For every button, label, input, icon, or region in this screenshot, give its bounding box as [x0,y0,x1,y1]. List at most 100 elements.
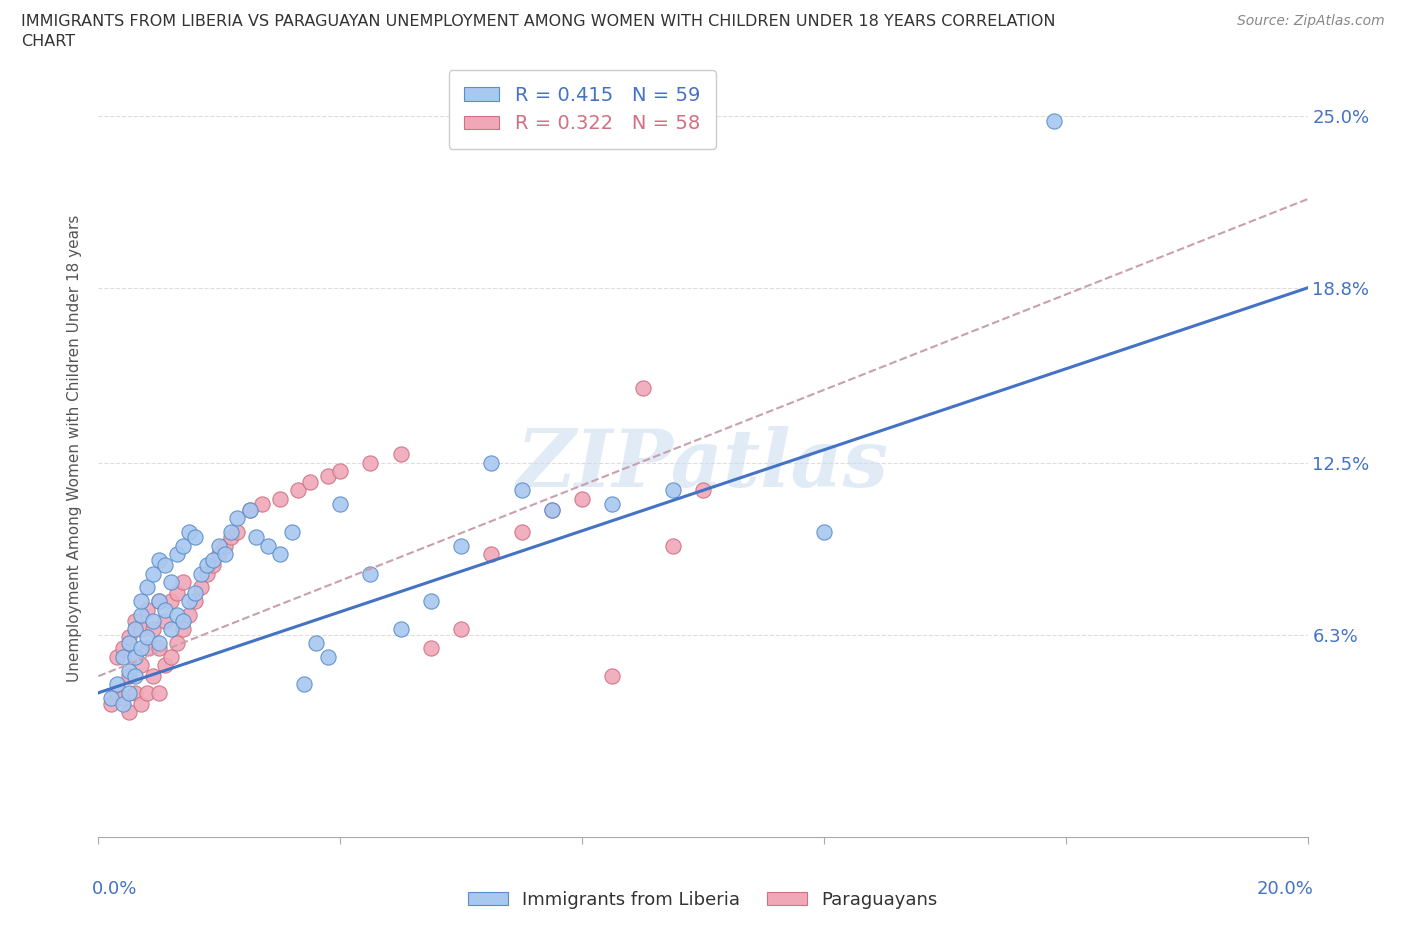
Point [153,602,176,617]
Point [111,641,134,656]
Point [148,552,170,567]
Point [172,621,194,636]
Point [179,525,201,539]
Point [100,691,122,706]
Point [510,483,533,498]
Point [239,502,262,517]
Point [105,649,128,664]
Point [239,502,262,517]
Point [111,649,134,664]
Point [135,580,157,595]
Point [129,697,152,711]
Point [540,502,562,517]
Point [166,607,188,622]
Point [172,613,194,628]
Text: ZIPatlas: ZIPatlas [517,426,889,503]
Point [184,594,207,609]
Point [420,594,443,609]
Point [135,641,157,656]
Text: Source: ZipAtlas.com: Source: ZipAtlas.com [1237,14,1385,28]
Point [124,613,146,628]
Point [160,594,183,609]
Point [602,497,624,512]
Point [153,613,176,628]
Point [329,497,352,512]
Point [160,575,183,590]
Point [256,538,278,553]
Point [190,580,212,595]
Point [111,697,134,711]
Point [124,669,146,684]
Point [631,380,654,395]
Point [281,525,304,539]
Point [450,621,472,636]
Point [245,530,267,545]
Point [118,669,141,684]
Point [124,649,146,664]
Point [148,594,170,609]
Point [118,663,141,678]
Point [389,621,412,636]
Point [148,635,170,650]
Point [214,547,236,562]
Point [142,669,165,684]
Point [450,538,472,553]
Point [118,635,141,650]
Point [226,525,249,539]
Point [226,511,249,525]
Point [129,658,152,672]
Point [111,691,134,706]
Point [118,630,141,644]
Point [1042,114,1064,129]
Point [202,558,225,573]
Text: 0.0%: 0.0% [93,880,138,897]
Point [124,621,146,636]
Point [540,502,562,517]
Y-axis label: Unemployment Among Women with Children Under 18 years: Unemployment Among Women with Children U… [67,215,83,683]
Point [221,525,243,539]
Point [105,685,128,700]
Point [124,685,146,700]
Point [389,446,412,461]
Point [195,558,218,573]
Point [135,602,157,617]
Point [105,677,128,692]
Point [184,586,207,601]
Point [135,630,157,644]
Point [148,594,170,609]
Point [571,491,593,506]
Point [184,530,207,545]
Point [481,547,503,562]
Point [118,685,141,700]
Point [166,635,188,650]
Point [160,621,183,636]
Point [153,658,176,672]
Point [329,463,352,478]
Point [420,641,443,656]
Point [661,538,683,553]
Point [692,483,714,498]
Point [142,621,165,636]
Point [360,566,382,581]
Point [208,547,231,562]
Point [510,525,533,539]
Point [661,483,683,498]
Legend: Immigrants from Liberia, Paraguayans: Immigrants from Liberia, Paraguayans [461,884,945,916]
Text: IMMIGRANTS FROM LIBERIA VS PARAGUAYAN UNEMPLOYMENT AMONG WOMEN WITH CHILDREN UND: IMMIGRANTS FROM LIBERIA VS PARAGUAYAN UN… [21,14,1056,29]
Text: 20.0%: 20.0% [1257,880,1313,897]
Point [135,685,157,700]
Point [124,649,146,664]
Point [118,705,141,720]
Point [195,566,218,581]
Point [166,547,188,562]
Point [129,641,152,656]
Point [813,525,835,539]
Point [190,566,212,581]
Point [214,538,236,553]
Point [221,530,243,545]
Point [481,455,503,470]
Point [316,469,339,484]
Point [129,607,152,622]
Point [179,594,201,609]
Point [179,607,201,622]
